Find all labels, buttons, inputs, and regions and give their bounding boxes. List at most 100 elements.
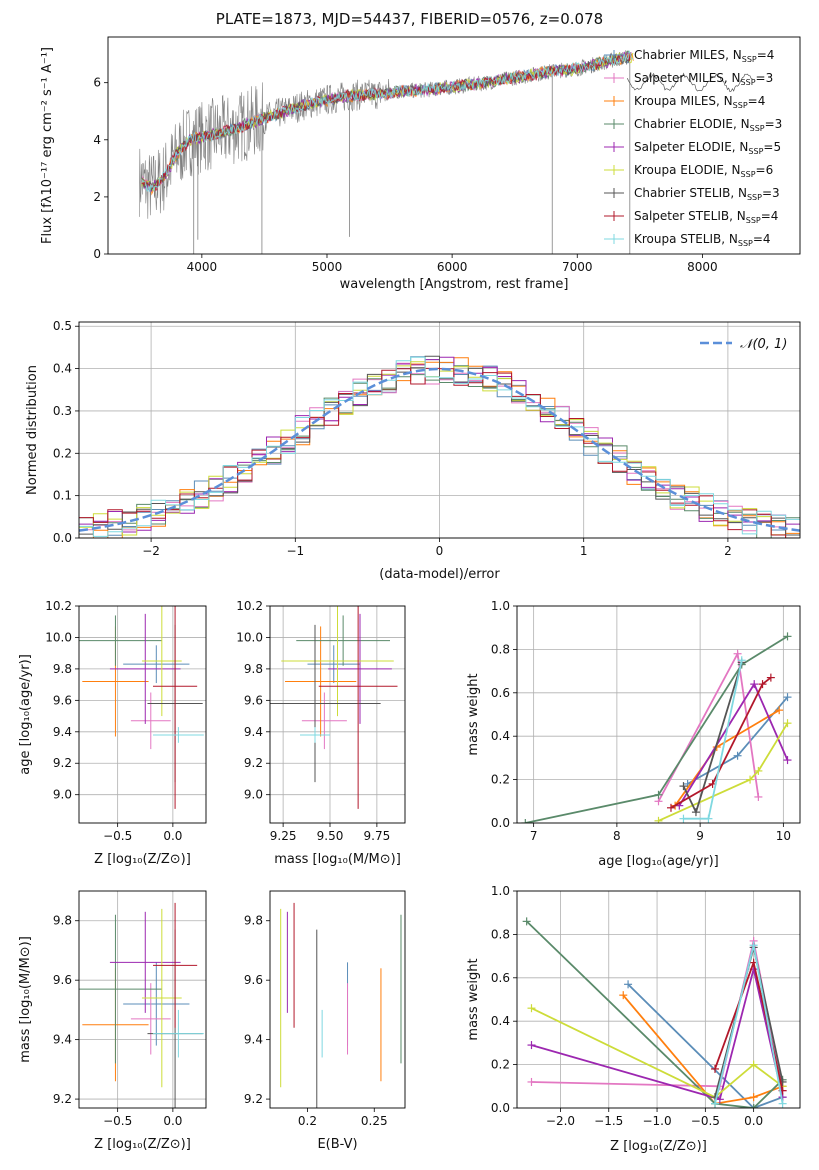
y-tick-label: 9.4 xyxy=(53,1033,72,1047)
age_vs_mass-axes: 9.25 9.50 9.75 9.0 9.2 9.4 9.6 9.8 10.0 10.2 xyxy=(236,599,405,843)
y-tick-label: 10.2 xyxy=(236,599,263,613)
y-tick-label: 0.0 xyxy=(491,816,510,830)
weight-series-line xyxy=(714,959,784,1091)
legend-entry: Kroupa STELIB, NSSP=4 xyxy=(634,232,771,248)
y-tick-label: 1.0 xyxy=(491,884,510,898)
x-tick-label: −1 xyxy=(286,544,304,558)
residuals-data xyxy=(79,355,800,538)
y-axis-label: mass weight xyxy=(466,958,481,1040)
x-tick-label: −0.5 xyxy=(103,1114,132,1128)
weight-series-line xyxy=(670,676,772,809)
legend-entry: Salpeter ELODIE, NSSP=5 xyxy=(634,140,781,156)
legend-entry: Chabrier MILES, NSSP=4 xyxy=(634,48,774,64)
histogram-series xyxy=(79,365,800,538)
age_vs_z-frame xyxy=(78,605,207,824)
y-tick-label: 9.0 xyxy=(244,788,263,802)
x-axis-label: Z [log₁₀(Z/Z⊙)] xyxy=(94,852,191,867)
y-tick-label: 9.8 xyxy=(53,914,72,928)
weight_vs_z-frame xyxy=(516,890,801,1109)
y-tick-label: 9.8 xyxy=(53,662,72,676)
x-tick-label: 0.2 xyxy=(298,1114,317,1128)
histogram-series xyxy=(79,355,800,536)
y-tick-label: 9.4 xyxy=(244,1033,263,1047)
x-tick-label: 0.0 xyxy=(163,1114,182,1128)
x-tick-label: 10 xyxy=(776,829,791,843)
y-tick-label: 9.6 xyxy=(244,973,263,987)
residuals-axes: −2 −1 0 1 2 0.0 0.1 0.2 0.3 0.4 0.5 xyxy=(53,319,800,558)
x-axis-label: age [log₁₀(age/yr)] xyxy=(598,854,719,869)
y-tick-label: 0.4 xyxy=(53,362,72,376)
y-tick-label: 0 xyxy=(93,247,101,261)
y-tick-label: 9.8 xyxy=(244,662,263,676)
y-axis-label: Normed distribution xyxy=(25,365,40,495)
y-tick-label: 10.0 xyxy=(236,630,263,644)
weight-series-line xyxy=(525,635,788,823)
y-tick-label: 9.2 xyxy=(244,756,263,770)
x-tick-label: 9.50 xyxy=(317,829,344,843)
mass_vs_ebv-data xyxy=(280,902,402,1108)
weight-series-line xyxy=(658,722,789,822)
x-tick-label: 9.75 xyxy=(364,829,391,843)
legend-entry: Salpeter STELIB, NSSP=4 xyxy=(634,209,778,225)
x-tick-label: 8000 xyxy=(687,260,718,274)
y-tick-label: 10.2 xyxy=(45,599,72,613)
histogram-series xyxy=(79,367,800,538)
age_vs_z-data xyxy=(79,606,204,809)
y-tick-label: 9.0 xyxy=(53,788,72,802)
x-axis-label: wavelength [Angstrom, rest frame] xyxy=(340,277,569,292)
x-tick-label: 7000 xyxy=(562,260,593,274)
y-tick-label: 9.2 xyxy=(53,756,72,770)
y-tick-label: 4 xyxy=(93,133,101,147)
x-tick-label: −0.5 xyxy=(691,1114,720,1128)
x-tick-label: 8 xyxy=(613,829,621,843)
x-tick-label: −2 xyxy=(142,544,160,558)
x-axis-label: mass [log₁₀(M/M⊙)] xyxy=(274,852,401,867)
model-line-tail xyxy=(626,72,753,93)
age_vs_z-axes: −0.5 0.0 9.0 9.2 9.4 9.6 9.8 10.0 10.2 xyxy=(45,599,206,843)
legend-entry: Kroupa ELODIE, NSSP=6 xyxy=(634,163,773,179)
y-tick-label: 0.2 xyxy=(53,446,72,460)
y-tick-label: 0.6 xyxy=(491,686,510,700)
y-tick-label: 2 xyxy=(93,190,101,204)
x-tick-label: −0.5 xyxy=(103,829,132,843)
weight-series-line xyxy=(531,1007,784,1099)
y-axis-label: mass weight xyxy=(466,673,481,755)
x-tick-label: 6000 xyxy=(437,260,468,274)
y-tick-label: 0.0 xyxy=(53,531,72,545)
x-tick-label: −2.0 xyxy=(546,1114,575,1128)
age_vs_mass-data xyxy=(270,606,398,809)
legend-entry: Kroupa MILES, NSSP=4 xyxy=(634,94,765,110)
model-line xyxy=(141,50,634,193)
legend-entry: Chabrier STELIB, NSSP=3 xyxy=(634,186,780,202)
weight-series-line xyxy=(714,947,784,1098)
normal-curve xyxy=(79,367,800,532)
x-tick-label: 9.25 xyxy=(270,829,297,843)
y-tick-label: 1.0 xyxy=(491,599,510,613)
mass_vs_ebv-frame xyxy=(269,890,406,1109)
x-tick-label: 0.0 xyxy=(163,829,182,843)
weight-series-line xyxy=(627,983,783,1108)
x-axis-label: (data-model)/error xyxy=(379,567,500,582)
x-tick-label: 0.25 xyxy=(361,1114,388,1128)
x-axis-label: E(B-V) xyxy=(317,1137,357,1152)
y-tick-label: 0.1 xyxy=(53,489,72,503)
x-tick-label: 1 xyxy=(580,544,588,558)
weight-series-line xyxy=(657,650,760,802)
y-tick-label: 0.2 xyxy=(491,773,510,787)
residuals-frame xyxy=(78,321,801,539)
weight_vs_z-axes: −2.0 −1.5 −1.0 −0.5 0.0 0.0 0.2 0.4 0.6 0.8 1.0 xyxy=(491,884,800,1128)
mass_vs_ebv-axes: 0.2 0.25 9.2 9.4 9.6 9.8 xyxy=(244,914,388,1128)
x-tick-label: 9 xyxy=(696,829,704,843)
y-tick-label: 0.4 xyxy=(491,1014,510,1028)
y-tick-label: 9.6 xyxy=(244,693,263,707)
x-tick-label: −1.5 xyxy=(594,1114,623,1128)
weight-series-line xyxy=(531,968,784,1101)
spectrum-legend: Chabrier MILES, NSSP=4 Salpeter MILES, NS… xyxy=(604,48,782,248)
weight_vs_age-frame xyxy=(516,605,801,824)
x-axis-label: Z [log₁₀(Z/Z⊙)] xyxy=(94,1137,191,1152)
y-axis-label: Flux [fλ10⁻¹⁷ erg cm⁻² s⁻¹ A⁻¹] xyxy=(40,47,55,244)
y-tick-label: 9.2 xyxy=(244,1092,263,1106)
mass_vs_z-frame xyxy=(78,890,207,1109)
legend-entry: Chabrier ELODIE, NSSP=3 xyxy=(634,117,782,133)
legend-normal-label: 𝒩(0, 1) xyxy=(740,337,787,352)
